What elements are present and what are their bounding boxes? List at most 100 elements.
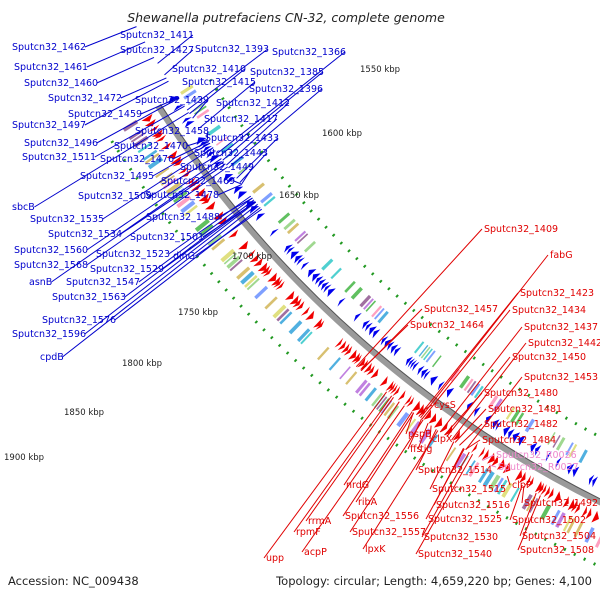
forward-gene [173,104,184,112]
reverse-gene-connector [415,453,474,555]
tick-label: 1550 kbp [360,65,400,75]
cog-block-outer [276,308,290,322]
reverse-gene [389,384,398,395]
cog-block-outer [288,320,303,335]
forward-gene [300,261,310,271]
reverse-gene-label: Sputcn32_1481 [488,404,562,415]
reverse-gene-label: acpP [304,547,327,558]
reverse-gene [379,375,388,387]
forward-gene-connector [84,80,169,126]
cog-block-inner [207,124,222,136]
cog-block-outer [445,447,457,462]
reverse-gene [553,491,561,503]
rna-gene-label: Sputcn32_R0027 [498,462,579,473]
reverse-gene [452,430,460,441]
reverse-gene-connector [509,484,523,521]
cog-block-inner [492,398,503,412]
cog-block-outer [145,152,160,164]
forward-gene-connector [233,180,242,185]
cog-block-outer [468,462,480,477]
forward-gene-label: Sputcn32_1385 [250,67,324,78]
cog-block-inner [423,348,433,361]
reverse-gene-connector [420,254,549,419]
forward-gene-connector [124,199,255,298]
cog-block-inner [192,103,205,113]
forward-gene [437,381,445,391]
reverse-gene-connector [305,397,394,522]
reverse-gene [228,229,239,238]
reverse-gene [428,413,436,424]
reverse-gene [289,295,299,305]
reverse-gene [190,183,202,191]
cog-block-inner [344,280,356,293]
rna-gene-connector [482,454,495,462]
reverse-gene-label: clpX [432,434,453,445]
cog-block-outer [236,266,251,280]
cog-block-inner [363,298,374,310]
cog-block-inner [216,136,229,146]
reverse-gene-label: Sputcn32_1484 [482,435,556,446]
cog-block-outer [207,233,223,248]
forward-gene [430,376,439,386]
cog-block-outer [317,346,330,361]
forward-gene [314,276,324,285]
reverse-gene-label: Sputcn32_1502 [512,515,586,526]
reverse-gene-connector [439,326,523,433]
reverse-gene-connector [521,485,525,504]
forward-gene [256,213,266,222]
forward-gene-label: Sputcn32_1366 [272,47,346,58]
forward-gene [209,155,220,164]
reverse-gene-label: fabG [550,250,573,261]
forward-gene-label: Sputcn32_1458 [135,126,209,137]
kbp-ticks: 1550 kbp 1600 kbp 1650 kbp 1700 kbp 1750 kbp… [4,65,400,463]
map-title: Shewanella putrefaciens CN-32, complete … [127,10,445,25]
cog-block-outer [550,509,561,526]
forward-gene [320,282,330,291]
reverse-gene-connector [459,423,483,446]
reverse-gene-connector [360,324,409,371]
reverse-gene [357,357,366,368]
accession-text: Accession: NC_009438 [8,574,139,588]
cog-block-outer [427,434,439,449]
cog-block-outer [358,382,371,397]
reverse-gene [366,365,375,376]
cog-block-inner [286,222,300,235]
cog-block-outer [594,536,600,548]
forward-gene-label: Sputcn32_1478 [145,190,219,201]
forward-gene-label: Sputcn32_1596 [12,329,86,340]
forward-gene-connector [150,154,219,197]
reverse-gene [496,458,505,470]
cog-block-inner [350,286,363,300]
forward-gene-connector [239,152,268,183]
reverse-gene-label: clpP [512,480,532,491]
forward-gene [474,406,481,417]
reverse-gene [267,272,277,282]
cog-block-outer [246,277,260,291]
cog-block-inner [413,341,425,354]
forward-gene [181,117,192,124]
forward-gene-connector [120,163,226,235]
forward-gene-label: Sputcn32_1433 [205,133,279,144]
forward-gene [269,228,279,237]
reverse-gene-connector [429,425,432,440]
forward-gene [495,420,502,431]
cog-block-inner [568,444,578,458]
cog-block-outer [378,398,390,412]
reverse-gene-connector [454,408,487,443]
forward-gene-connector [199,81,256,129]
reverse-gene-connector [349,419,424,533]
rna-gene-label: Sputcn32_R0026 [496,450,577,461]
reverse-gene [491,455,499,467]
reverse-gene-connector [355,412,415,503]
reverse-gene [337,340,347,351]
reverse-gene-label: lpxK [365,544,386,555]
reverse-gene [249,253,260,263]
cog-block-inner [365,300,377,312]
cog-block-outer [272,304,287,319]
forward-gene [323,284,332,293]
cog-block-outer [521,494,533,510]
forward-gene [369,326,377,336]
cog-block-outer [142,149,158,161]
cog-block-inner [425,350,436,363]
